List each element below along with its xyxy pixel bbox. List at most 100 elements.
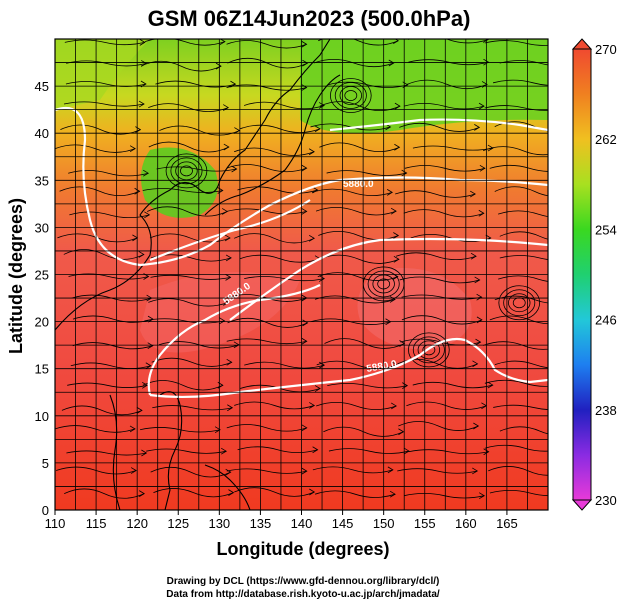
x-tick-label: 120 — [126, 516, 148, 531]
streamline — [399, 122, 480, 132]
vortex-swirl — [180, 165, 193, 177]
vortex-swirl — [344, 90, 358, 101]
streamline-arrow — [228, 489, 235, 496]
streamline-arrow — [565, 490, 570, 496]
streamline-arrow — [144, 211, 151, 219]
streamline-arrow — [301, 467, 308, 475]
streamline — [399, 276, 480, 284]
streamline — [68, 170, 149, 177]
streamline-arrow — [214, 426, 221, 434]
streamline — [318, 39, 399, 46]
streamline — [403, 102, 485, 110]
streamline-arrow — [483, 448, 490, 456]
streamline — [66, 60, 147, 67]
streamline — [148, 103, 229, 112]
streamline-arrow — [473, 422, 480, 430]
streamline-arrow — [390, 402, 397, 410]
streamline-arrow — [472, 467, 479, 475]
streamline — [72, 342, 153, 350]
y-tick-label: 25 — [35, 268, 49, 283]
streamline-arrow — [129, 145, 136, 153]
streamline — [140, 60, 222, 72]
streamline-arrow — [558, 343, 563, 349]
streamline — [237, 186, 318, 194]
streamline — [312, 188, 393, 197]
y-tick-label: 35 — [35, 173, 49, 188]
colorbar-tick-label: 246 — [595, 313, 617, 328]
streamline — [148, 141, 229, 153]
streamline — [67, 382, 148, 388]
streamline — [489, 164, 548, 172]
vortex-swirl — [339, 86, 363, 105]
coastline-borneo-north — [204, 464, 251, 510]
streamline-arrow — [474, 124, 481, 131]
colorbar-tick-label: 238 — [595, 403, 617, 418]
y-tick-label: 30 — [35, 220, 49, 235]
streamline-arrow — [226, 358, 233, 366]
streamline — [142, 188, 223, 193]
streamline-arrow — [134, 187, 141, 195]
streamline — [55, 144, 136, 153]
streamline — [327, 382, 408, 389]
map-plot-area: 5880.0 5880.0 5880.0 — [55, 39, 570, 510]
streamline-arrow — [394, 143, 401, 151]
streamline — [237, 446, 318, 454]
contour-5880-west — [147, 284, 321, 396]
vortex-swirl — [498, 285, 541, 321]
streamline-arrow — [478, 102, 485, 110]
streamline-arrow — [312, 446, 319, 454]
vortex-swirl — [508, 293, 531, 313]
streamline — [150, 274, 231, 280]
streamline-arrow — [138, 251, 145, 258]
streamline — [494, 186, 548, 197]
streamline — [159, 125, 240, 136]
streamline — [404, 165, 485, 172]
streamline-arrow — [560, 445, 565, 451]
streamline-arrow — [318, 275, 325, 282]
x-tick-label: 115 — [86, 516, 107, 531]
streamline — [144, 39, 226, 46]
streamline-arrow — [231, 165, 238, 173]
streamline — [499, 426, 548, 435]
x-tick-label: 145 — [332, 516, 354, 531]
streamline-arrow — [301, 424, 308, 432]
streamline — [499, 231, 548, 240]
streamline — [316, 401, 397, 410]
streamline-arrow — [224, 234, 231, 242]
streamline — [152, 405, 233, 411]
vortex-swirl — [334, 82, 367, 109]
streamline-arrow — [314, 385, 321, 392]
y-tick-label: 45 — [35, 79, 49, 94]
streamline — [70, 362, 151, 369]
streamline — [406, 401, 487, 410]
streamline-arrow — [145, 362, 152, 370]
streamline-arrow — [302, 59, 309, 67]
streamline — [142, 380, 224, 391]
x-tick-label: 135 — [250, 516, 272, 531]
streamline-arrow — [225, 254, 232, 262]
streamline-arrow — [219, 317, 226, 325]
streamline — [239, 254, 321, 263]
streamline — [489, 489, 548, 497]
streamline — [484, 40, 548, 46]
streamline — [395, 252, 477, 261]
y-tick-label: 5 — [42, 456, 49, 471]
streamline — [239, 384, 321, 393]
streamline-arrow — [470, 252, 477, 260]
streamline-arrow — [393, 39, 399, 45]
streamline-arrow — [225, 274, 232, 281]
x-tick-label: 155 — [414, 516, 436, 531]
streamline — [61, 405, 143, 416]
streamline — [484, 444, 548, 452]
streamline-arrow — [394, 102, 401, 110]
streamline — [226, 468, 307, 474]
streamline — [155, 80, 236, 88]
x-tick-label: 165 — [496, 516, 518, 531]
streamline — [316, 360, 397, 369]
streamline-arrow — [220, 447, 227, 455]
streamline-arrow — [479, 492, 485, 500]
colorbar: 270 262 254 246 238 230 — [571, 38, 617, 511]
y-tick-labels: 0 5 10 15 20 25 30 35 40 45 — [35, 79, 49, 518]
streamline — [149, 233, 231, 243]
